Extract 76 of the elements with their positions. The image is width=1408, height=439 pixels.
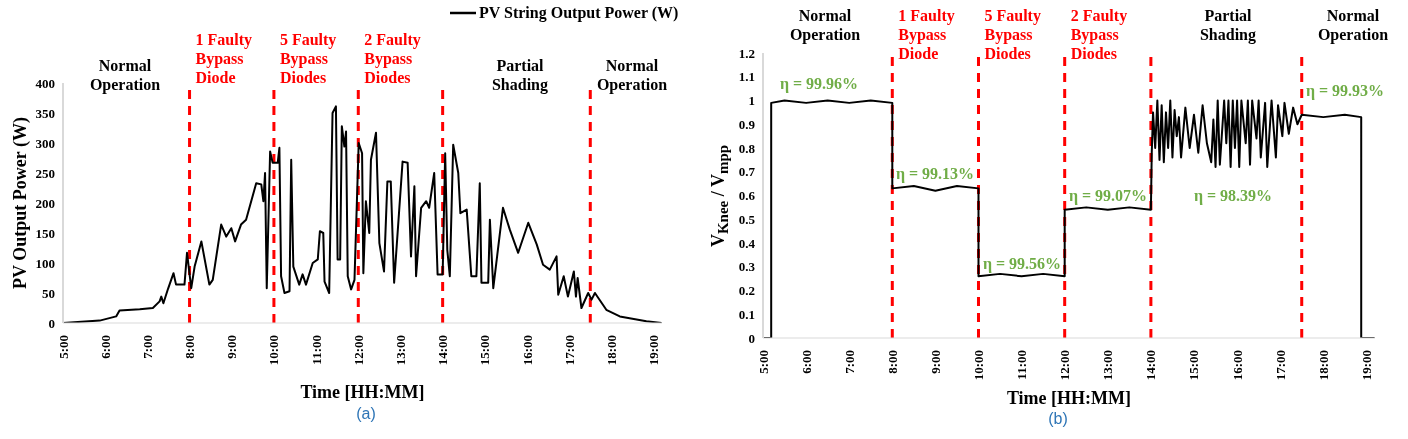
x-tick-label: 7:00 [139,335,155,359]
x-tick-label: 13:00 [392,335,408,366]
ref-line-label: 1 Faulty Bypass Diode [898,6,956,64]
x-tick-label: 10:00 [970,350,986,381]
text: (a) [356,405,376,423]
ref-line-label: 1 Faulty Bypass Diode [195,30,253,88]
x-tick-label: 14:00 [435,335,451,366]
x-tick-label: 6:00 [97,335,113,359]
x-tick-label: 9:00 [927,350,943,374]
ref-line-label: 5 Faulty Bypass Diodes [984,6,1042,64]
ref-line-label: 5 Faulty Bypass Diodes [279,30,338,88]
y-tick-label: 0 [48,315,55,331]
x-tick-label: 19:00 [646,335,662,366]
y-tick-label: 1.2 [738,45,755,61]
annotation: η = 99.93% [1305,82,1385,100]
x-tick-label: 5:00 [55,335,71,359]
y-tick-label: 1.1 [738,69,755,85]
x-tick-label: 18:00 [603,335,619,366]
x-tick-label: 15:00 [477,335,493,366]
ref-line-label: 2 Faulty Bypass Diodes [364,30,422,88]
y-tick-label: 0.6 [738,188,756,204]
x-tick-label: 19:00 [1358,350,1374,381]
annotation: η = 99.13% [895,165,975,183]
x-tick-label: 16:00 [1229,350,1245,381]
x-tick-label: 17:00 [561,335,577,366]
y-tick-label: 300 [35,135,55,151]
x-tick-label: 12:00 [350,335,366,366]
annotation: Normal Operation [595,56,669,95]
legend-label: PV String Output Power (W) [479,4,679,22]
y-tick-label: 0.2 [738,283,755,299]
x-tick-label: 13:00 [1100,350,1116,381]
x-tick-label: 6:00 [798,350,814,374]
annotation: η = 98.39% [1193,187,1273,205]
x-tick-label: 15:00 [1186,350,1202,381]
x-tick-label: 7:00 [841,350,857,374]
x-tick-label: 5:00 [755,350,771,374]
x-tick-label: 11:00 [1014,350,1030,380]
y-tick-label: 350 [35,105,55,121]
text: (b) [1048,410,1068,428]
ref-line-label: 2 Faulty Bypass Diodes [1070,6,1129,64]
y-tick-label: 1 [748,93,755,109]
y-tick-label: 50 [42,285,55,301]
annotation: η = 99.07% [1068,187,1148,205]
x-tick-label: 11:00 [308,335,324,365]
y-tick-label: 0.9 [738,116,756,132]
y-tick-label: 0.8 [738,140,756,156]
x-axis-title: Time [HH:MM] [1006,388,1132,409]
text: Normal Operation [788,6,862,45]
x-tick-label: 10:00 [266,335,282,366]
x-tick-label: 8:00 [182,335,198,359]
y-tick-label: 100 [35,255,55,271]
x-tick-label: 8:00 [884,350,900,374]
annotation: η = 99.96% [779,75,859,93]
y-tick-label: 0 [748,330,755,346]
annotation: Normal Operation [88,56,162,95]
annotation: Partial Shading [490,56,549,95]
y-tick-label: 200 [35,195,55,211]
x-tick-label: 14:00 [1143,350,1159,381]
y-tick-label: 0.4 [738,235,756,251]
y-tick-label: 250 [35,165,55,181]
y-tick-label: 0.5 [738,211,756,227]
y-tick-label: 0.3 [738,259,756,275]
x-axis-title: Time [HH:MM] [300,382,425,403]
x-tick-label: 9:00 [224,335,240,359]
text: Partial Shading [1198,6,1257,45]
y-tick-label: 0.1 [738,306,755,322]
x-tick-label: 18:00 [1315,350,1331,381]
x-tick-label: 17:00 [1272,350,1288,381]
y-tick-label: 0.7 [738,164,756,180]
x-tick-label: 12:00 [1057,350,1073,381]
annotation: η = 99.56% [982,255,1062,273]
y-tick-label: 400 [35,75,55,91]
x-tick-label: 16:00 [519,335,535,366]
y-axis-title: PV Output Power (W) [9,117,31,289]
y-tick-label: 150 [35,225,55,241]
text: Normal Operation [1316,6,1390,45]
